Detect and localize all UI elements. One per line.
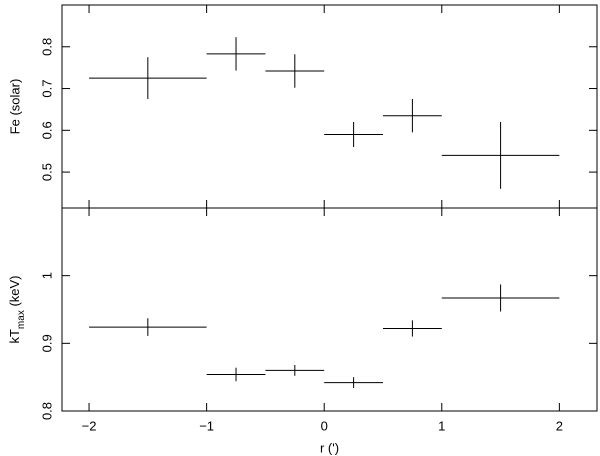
y-axis-label: kTmax (keV) [7, 275, 27, 343]
y-axis-label-part: (keV) [7, 275, 22, 310]
y-tick-label: 0.8 [39, 38, 54, 56]
y-tick-label: 0.5 [39, 163, 54, 181]
x-tick-label: 0 [321, 418, 328, 433]
x-tick-label: 2 [556, 418, 563, 433]
x-tick-label: −2 [82, 418, 97, 433]
y-tick-label: 0.8 [39, 402, 54, 420]
y-axis-label-part: kT [7, 329, 22, 344]
y-axis-label-part: max [16, 310, 27, 329]
y-axis-label: Fe (solar) [7, 79, 22, 135]
y-tick-label: 1 [39, 272, 54, 279]
x-axis-label: r (') [320, 440, 339, 455]
x-tick-label: 1 [438, 418, 445, 433]
plot-frame [61, 207, 598, 412]
y-tick-label: 0.7 [39, 80, 54, 98]
y-tick-label: 0.6 [39, 121, 54, 139]
x-tick-label: −1 [199, 418, 214, 433]
y-tick-label: 0.9 [39, 334, 54, 352]
plot-frame [61, 4, 598, 209]
